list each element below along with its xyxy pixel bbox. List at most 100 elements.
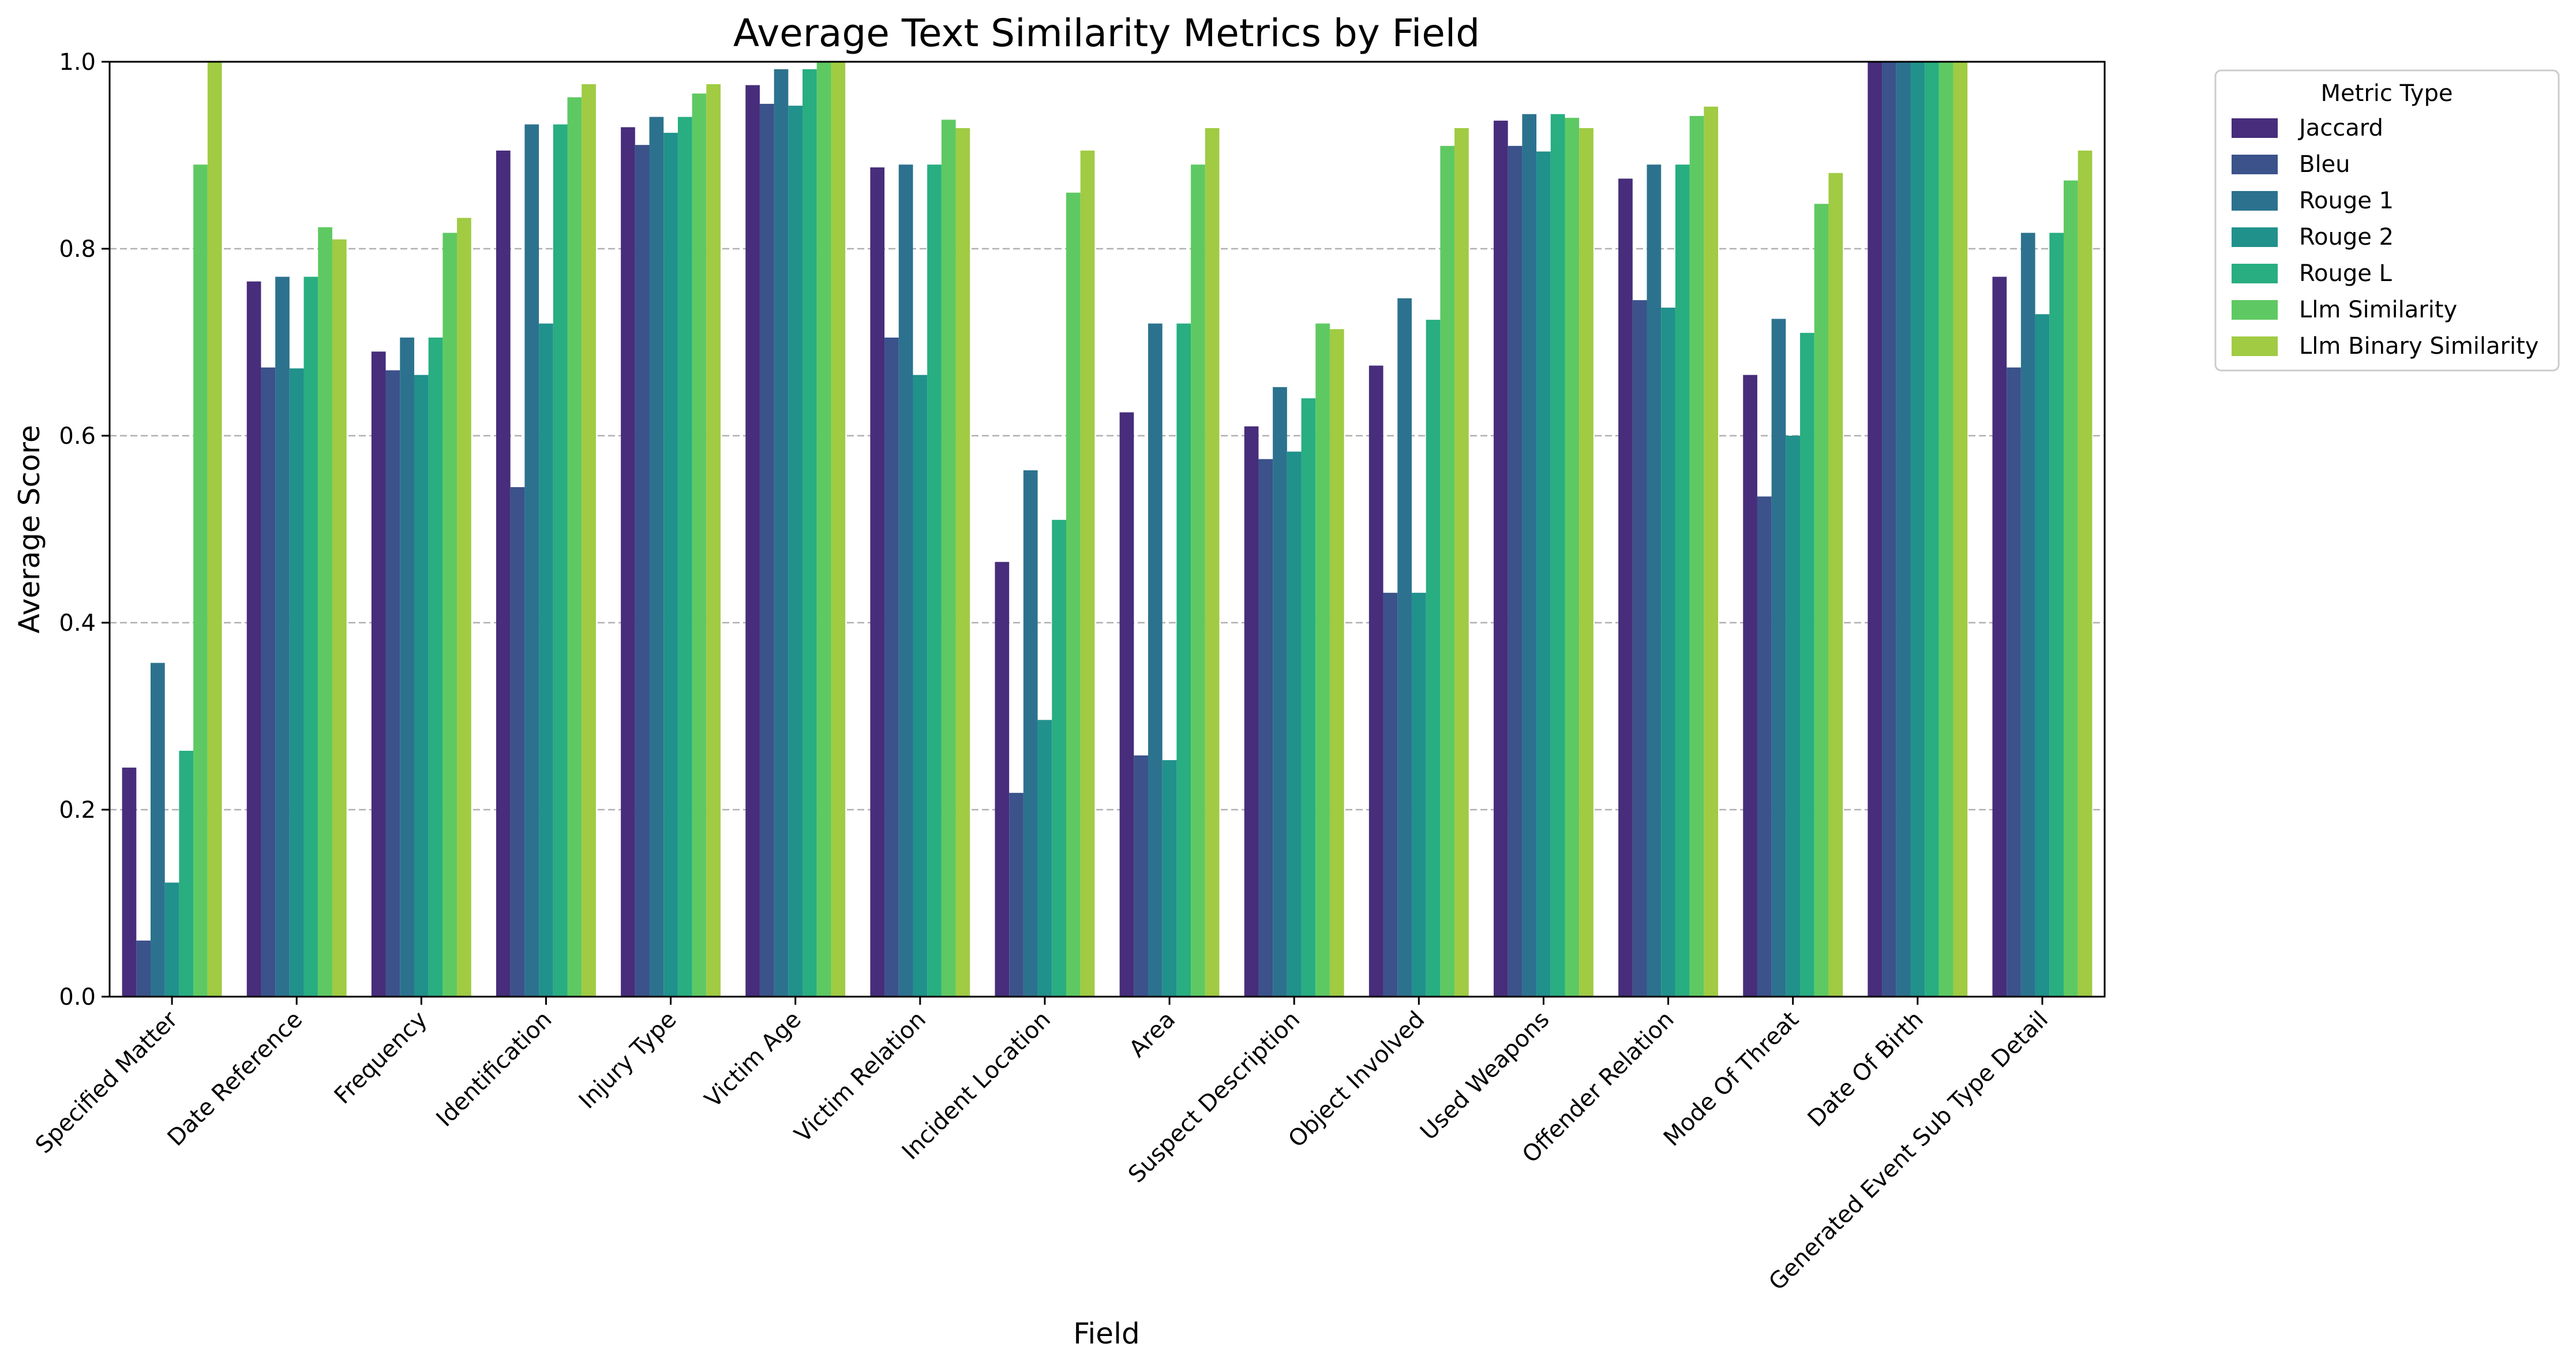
bar-jaccard xyxy=(621,127,635,997)
bar-llm-similarity xyxy=(1689,115,1704,997)
legend-entry: Rouge 1 xyxy=(2299,188,2394,214)
bar-jaccard xyxy=(1868,62,1883,997)
bar-rouge-2 xyxy=(2035,314,2050,997)
bar-llm-similarity xyxy=(941,119,956,997)
legend: Metric Type Jaccard Bleu Rouge 1 Rouge 2 Rou… xyxy=(2214,69,2560,372)
bar-bleu xyxy=(1882,62,1896,997)
bar-bleu xyxy=(136,940,151,997)
bar-llm-similarity xyxy=(567,97,582,997)
bar-jaccard xyxy=(1618,178,1633,997)
legend-swatch xyxy=(2232,264,2278,283)
bar-rouge-1 xyxy=(1273,387,1287,997)
bar-rouge-1 xyxy=(898,164,913,997)
bar-bleu xyxy=(510,487,525,997)
bar-llm-similarity xyxy=(692,93,707,997)
legend-entry: Llm Similarity xyxy=(2299,297,2457,323)
bar-bleu xyxy=(2007,367,2021,997)
bar-bleu xyxy=(1258,459,1273,997)
bar-llm-binary-similarity xyxy=(582,84,596,997)
bar-rouge-l xyxy=(2049,233,2064,997)
bar-bleu xyxy=(1009,792,1023,997)
bar-rouge-l xyxy=(1550,114,1565,997)
bar-rouge-l xyxy=(1176,323,1191,997)
bar-rouge-2 xyxy=(1661,308,1675,997)
bar-rouge-1 xyxy=(1896,62,1911,997)
bar-rouge-l xyxy=(1800,332,1814,997)
legend-swatch xyxy=(2232,118,2278,138)
bar-llm-similarity xyxy=(1191,164,1205,997)
bar-rouge-1 xyxy=(1771,319,1786,997)
bar-llm-binary-similarity xyxy=(831,62,846,997)
bar-rouge-1 xyxy=(774,69,789,997)
bar-jaccard xyxy=(995,562,1010,997)
y-tick-label: 0.4 xyxy=(59,610,96,637)
bar-jaccard xyxy=(1743,375,1757,997)
bar-rouge-1 xyxy=(151,663,165,997)
bar-llm-binary-similarity xyxy=(706,84,721,997)
bar-rouge-l xyxy=(927,164,942,997)
y-tick-label: 0.0 xyxy=(59,984,96,1011)
bar-rouge-2 xyxy=(1411,593,1426,997)
bar-rouge-l xyxy=(1301,398,1316,997)
bar-rouge-2 xyxy=(1287,451,1302,997)
bar-rouge-l xyxy=(1925,62,1939,997)
legend-swatch xyxy=(2232,227,2278,247)
legend-swatch xyxy=(2232,191,2278,211)
bar-llm-similarity xyxy=(443,233,458,997)
bar-bleu xyxy=(759,103,774,997)
bar-jaccard xyxy=(122,768,137,997)
bar-llm-binary-similarity xyxy=(207,62,222,997)
bar-llm-similarity xyxy=(816,62,831,997)
bar-rouge-2 xyxy=(1786,436,1801,997)
bar-bleu xyxy=(1757,496,1772,997)
bar-rouge-l xyxy=(179,750,194,997)
bar-rouge-l xyxy=(677,117,692,997)
legend-entry: Llm Binary Similarity xyxy=(2299,333,2538,360)
legend-title: Metric Type xyxy=(2321,80,2453,107)
bar-jaccard xyxy=(870,167,885,997)
bar-llm-similarity xyxy=(1938,62,1953,997)
bar-rouge-l xyxy=(1426,320,1441,997)
bar-rouge-l xyxy=(1675,164,1690,997)
bar-rouge-1 xyxy=(649,117,664,997)
y-tick-label: 0.2 xyxy=(59,797,96,824)
bar-llm-similarity xyxy=(193,164,208,997)
bar-bleu xyxy=(1508,145,1523,997)
bar-jaccard xyxy=(496,150,511,997)
legend-entry: Bleu xyxy=(2299,151,2350,178)
bar-rouge-2 xyxy=(1162,760,1177,997)
bar-rouge-2 xyxy=(788,106,803,997)
bar-llm-similarity xyxy=(1440,145,1455,997)
bar-jaccard xyxy=(246,281,261,997)
bar-llm-binary-similarity xyxy=(457,218,471,997)
legend-entry: Rouge L xyxy=(2299,260,2393,287)
chart-title: Average Text Similarity Metrics by Field xyxy=(733,11,1480,55)
bar-jaccard xyxy=(745,85,760,997)
bar-rouge-1 xyxy=(400,337,414,997)
bar-bleu xyxy=(1134,755,1149,997)
legend-entry: Jaccard xyxy=(2297,115,2383,141)
bar-jaccard xyxy=(1493,121,1508,997)
bar-jaccard xyxy=(1119,412,1134,997)
bar-llm-similarity xyxy=(1565,118,1580,997)
bar-rouge-1 xyxy=(1023,470,1038,997)
bar-jaccard xyxy=(1992,276,2007,997)
bar-rouge-1 xyxy=(524,124,539,997)
bar-rouge-1 xyxy=(1397,298,1412,997)
y-axis: 0.0 0.2 0.4 0.6 0.8 1.0 xyxy=(59,49,110,1011)
bar-llm-binary-similarity xyxy=(1329,329,1344,997)
bars xyxy=(122,62,2093,997)
bar-rouge-1 xyxy=(1647,164,1662,997)
bar-llm-binary-similarity xyxy=(1080,150,1095,997)
bar-rouge-2 xyxy=(539,323,553,997)
bar-jaccard xyxy=(371,351,386,997)
y-tick-label: 1.0 xyxy=(59,49,96,76)
legend-swatch xyxy=(2232,300,2278,320)
bar-bleu xyxy=(1632,300,1647,997)
bar-llm-binary-similarity xyxy=(1454,128,1469,997)
bar-rouge-2 xyxy=(913,375,928,997)
bar-rouge-2 xyxy=(164,882,179,997)
bar-llm-binary-similarity xyxy=(1205,128,1220,997)
legend-entry: Rouge 2 xyxy=(2299,224,2394,250)
